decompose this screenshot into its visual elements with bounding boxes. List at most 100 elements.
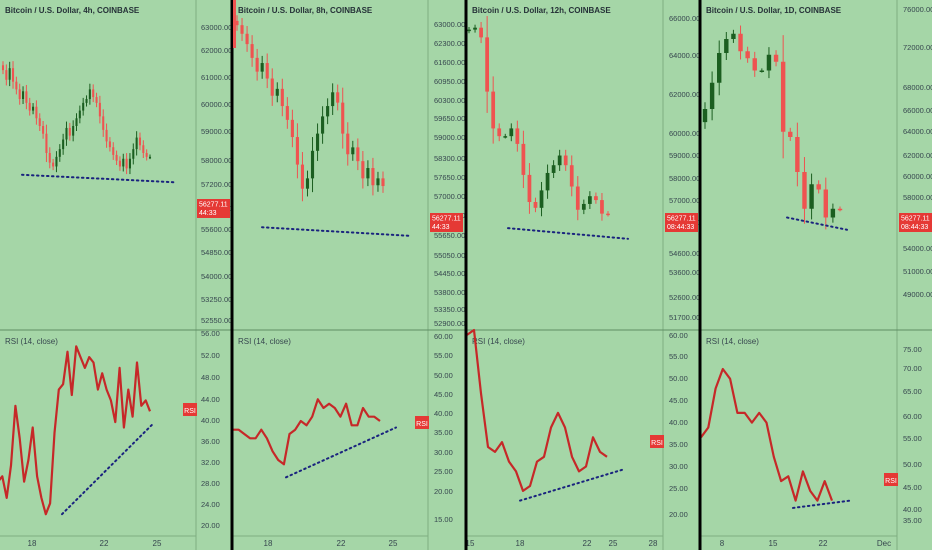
price-axis-label: 62000.00 bbox=[669, 90, 700, 99]
price-axis-label: 62000.00 bbox=[201, 46, 232, 55]
candle bbox=[551, 165, 556, 173]
price-axis-label: 60000.00 bbox=[903, 172, 932, 181]
candle bbox=[485, 37, 490, 92]
rsi-label: RSI (14, close) bbox=[472, 337, 525, 346]
price-axis-label: 54450.00 bbox=[434, 269, 465, 278]
rsi-line bbox=[0, 345, 152, 516]
rsi-axis-label: 45.00 bbox=[903, 483, 922, 492]
candle bbox=[25, 91, 28, 103]
price-axis-label: 59000.00 bbox=[434, 133, 465, 142]
price-axis-label: 54000.00 bbox=[201, 272, 232, 281]
price-axis-label: 52900.00 bbox=[434, 319, 465, 328]
candle bbox=[305, 178, 310, 189]
candle bbox=[82, 102, 85, 111]
time-axis-label: 22 bbox=[100, 539, 109, 548]
candle bbox=[245, 33, 249, 45]
price-axis-label: 52550.00 bbox=[201, 316, 232, 325]
candle bbox=[600, 200, 604, 214]
candle bbox=[321, 116, 325, 134]
time-axis-label: 8 bbox=[720, 539, 725, 548]
panel-accent bbox=[233, 0, 236, 48]
candle bbox=[38, 118, 41, 126]
candles bbox=[235, 15, 385, 202]
current-price-label: 56277.11 bbox=[667, 216, 696, 223]
candle bbox=[32, 106, 35, 111]
current-price-label: 56277.11 bbox=[901, 216, 930, 223]
candle bbox=[346, 133, 350, 155]
price-axis-label: 54850.00 bbox=[201, 248, 232, 257]
chart-panel-2: Bitcoin / U.S. Dollar, 8h, COINBASE 63000… bbox=[233, 0, 465, 550]
time-axis-label: 28 bbox=[649, 539, 658, 548]
candle bbox=[361, 161, 365, 179]
candle bbox=[503, 136, 508, 138]
candle bbox=[545, 172, 550, 191]
countdown-label: 08:44:33 bbox=[901, 224, 928, 231]
rsi-axis-label: 40.00 bbox=[903, 505, 922, 514]
candle bbox=[473, 27, 477, 30]
candle bbox=[265, 63, 269, 79]
candle bbox=[28, 102, 31, 111]
candle bbox=[142, 145, 145, 153]
candle bbox=[98, 102, 101, 117]
countdown-label: 08:44:33 bbox=[667, 224, 694, 231]
rsi-axis-label: 28.00 bbox=[201, 479, 220, 488]
chart-panel-3: Bitcoin / U.S. Dollar, 12h, COINBASE 6600… bbox=[466, 0, 700, 550]
candle bbox=[581, 203, 586, 210]
candle bbox=[702, 109, 708, 123]
rsi-axis-label: 55.00 bbox=[903, 434, 922, 443]
candle bbox=[65, 127, 68, 140]
candle bbox=[1, 65, 5, 71]
countdown-label: 44:33 bbox=[432, 224, 450, 231]
rsi-axis-label: 15.00 bbox=[434, 515, 453, 524]
price-divergence-line bbox=[261, 226, 411, 237]
price-axis-label: 53600.00 bbox=[669, 268, 700, 277]
price-axis-label: 53800.00 bbox=[434, 288, 465, 297]
candle bbox=[48, 152, 51, 163]
candle bbox=[738, 33, 743, 52]
rsi-tag: RSI bbox=[884, 473, 898, 486]
candle bbox=[92, 89, 95, 98]
candle bbox=[724, 39, 729, 53]
price-tag-box bbox=[197, 199, 230, 218]
price-axis-label: 66000.00 bbox=[903, 106, 932, 115]
candle bbox=[745, 51, 750, 59]
rsi-axis-label: 24.00 bbox=[201, 500, 220, 509]
candle bbox=[18, 89, 21, 100]
candles bbox=[467, 16, 610, 221]
candle bbox=[467, 29, 471, 32]
rsi-tag: RSI bbox=[650, 435, 664, 448]
rsi-label: RSI (14, close) bbox=[706, 337, 759, 346]
candle bbox=[557, 155, 562, 166]
candle bbox=[521, 143, 526, 175]
rsi-divergence-line bbox=[519, 467, 626, 502]
rsi-axis-label: 70.00 bbox=[903, 364, 922, 373]
rsi-axis-label: 52.00 bbox=[201, 351, 220, 360]
price-axis-label: 58000.00 bbox=[903, 193, 932, 202]
rsi-axis-label: 50.00 bbox=[669, 374, 688, 383]
price-divergence-line bbox=[507, 227, 629, 240]
rsi-axis-label: 60.00 bbox=[669, 331, 688, 340]
candle bbox=[709, 82, 715, 109]
rsi-axis-label: 44.00 bbox=[201, 395, 220, 404]
candle bbox=[569, 165, 574, 187]
price-axis-label: 63000.00 bbox=[434, 20, 465, 29]
price-axis-label: 54000.00 bbox=[903, 244, 932, 253]
candle bbox=[515, 128, 520, 144]
candle bbox=[11, 68, 15, 82]
candle bbox=[310, 150, 315, 179]
candle bbox=[315, 133, 320, 151]
price-axis-label: 64000.00 bbox=[669, 51, 700, 60]
rsi-axis-label: 35.00 bbox=[669, 440, 688, 449]
candle bbox=[35, 106, 38, 119]
candle bbox=[75, 118, 78, 126]
time-axis-label: 22 bbox=[337, 539, 346, 548]
candle bbox=[326, 106, 330, 117]
current-price-label: 56277.11 bbox=[432, 216, 461, 223]
candle bbox=[112, 147, 115, 155]
candle bbox=[85, 99, 88, 103]
rsi-axis-label: 50.00 bbox=[434, 371, 453, 380]
rsi-axis-label: 60.00 bbox=[434, 332, 453, 341]
price-axis-label: 62300.00 bbox=[434, 39, 465, 48]
rsi-tag-label: RSI bbox=[651, 440, 663, 447]
